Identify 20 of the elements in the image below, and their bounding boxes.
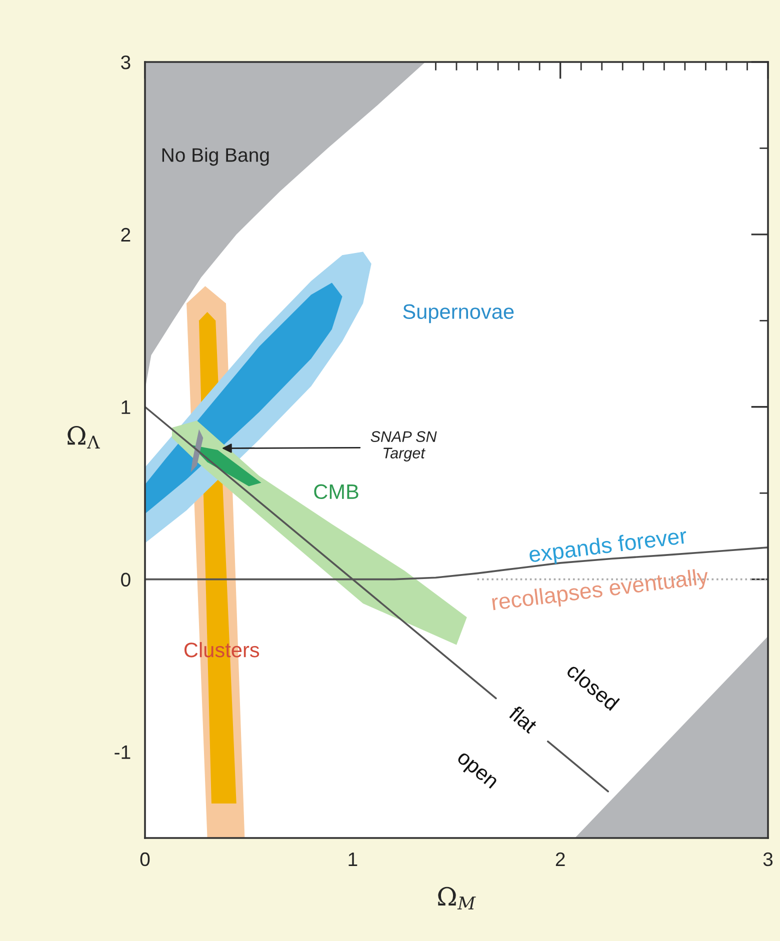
y-axis-title: Ω$_{Λ}$: [68, 426, 100, 448]
x-axis-title: Ω$_{M}$: [438, 886, 476, 910]
annotation: recollapses eventually: [491, 568, 710, 615]
x-tick-label: 2: [556, 852, 565, 866]
x-tick-label: 1: [348, 852, 358, 866]
y-tick-label: -1: [114, 745, 130, 759]
y-tick-label: 3: [121, 55, 130, 70]
annotation: expands forever: [528, 527, 688, 567]
annotation: open: [454, 752, 498, 792]
annotation: CMB: [314, 484, 358, 500]
y-tick-label: 2: [121, 228, 130, 242]
annotation: flat: [508, 704, 539, 734]
annotation: Clusters: [184, 642, 260, 658]
y-tick-label: 1: [122, 400, 130, 414]
y-tick-label: 0: [121, 572, 130, 587]
annotation: SNAP SN Target: [370, 431, 437, 462]
annotation: No Big Bang: [162, 148, 269, 166]
x-tick-label: 3: [763, 852, 773, 866]
x-tick-label: 0: [140, 852, 150, 866]
annotation: Supernovae: [403, 304, 514, 324]
